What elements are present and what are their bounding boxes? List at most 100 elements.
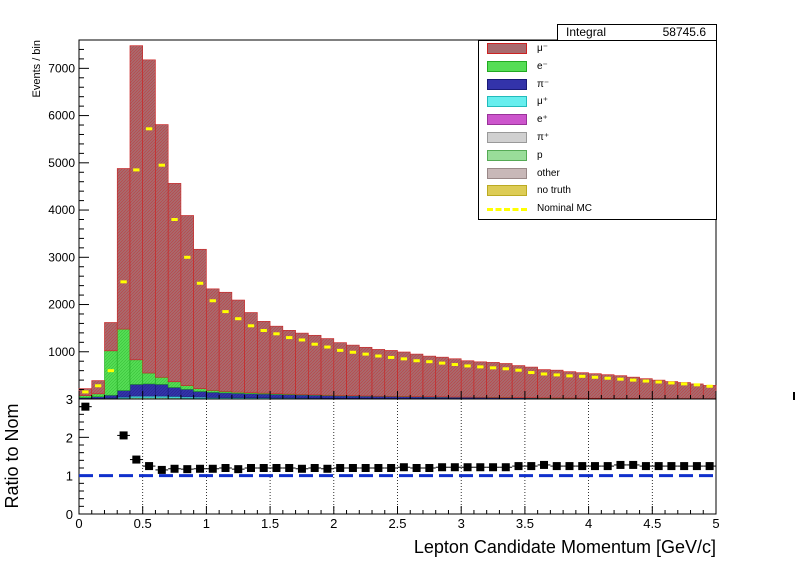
ratio-point <box>234 465 243 474</box>
ratio-x-axis: 0 0.5 1 1.5 2 2.5 3 3.5 4 4.5 5 <box>75 399 720 531</box>
legend-line-swatch <box>487 208 527 212</box>
bar <box>180 215 194 386</box>
integral-label: Integral <box>566 25 607 39</box>
bar <box>167 183 182 383</box>
x-tick-label: 2.5 <box>388 516 406 531</box>
ratio-point <box>361 464 370 472</box>
bar <box>167 381 182 388</box>
legend-item: π⁺ <box>479 130 709 146</box>
bar <box>295 332 309 395</box>
bar <box>155 384 169 397</box>
ratio-point <box>387 464 396 472</box>
y-tick-label: 7000 <box>48 61 75 75</box>
bar <box>231 393 245 398</box>
legend-swatch <box>487 167 527 179</box>
ratio-point <box>336 464 345 472</box>
bar <box>116 328 131 391</box>
ratio-points <box>79 402 716 474</box>
bar <box>244 393 258 399</box>
bar <box>282 394 296 399</box>
ratio-point <box>81 402 90 411</box>
legend-item: π⁻ <box>479 77 709 93</box>
ratio-point <box>196 464 205 473</box>
x-tick-label: 0.5 <box>134 516 152 531</box>
legend-swatch <box>487 43 527 54</box>
ratio-point <box>463 463 472 472</box>
legend-item: Nominal MC <box>479 201 709 217</box>
legend-label: π⁺ <box>537 132 550 143</box>
bar <box>104 322 118 352</box>
ratio-point <box>590 462 599 471</box>
bar <box>231 299 245 393</box>
ratio-point <box>692 462 701 471</box>
legend-item: μ⁺ <box>479 94 709 110</box>
bar <box>142 383 156 397</box>
bar <box>193 391 207 398</box>
legend-label: no truth <box>537 185 571 197</box>
ratio-point <box>157 465 166 474</box>
y-axis-label-ratio: Ratio to Nom <box>2 403 22 508</box>
legend-swatch <box>487 185 527 197</box>
ratio-point <box>603 462 612 471</box>
bar <box>104 394 118 399</box>
bar <box>206 391 220 398</box>
y-tick-label: 1 <box>66 469 73 484</box>
legend-item: e⁻ <box>479 59 709 75</box>
bar <box>155 376 169 385</box>
legend-swatch <box>487 149 527 161</box>
legend-label: Nominal MC <box>537 203 593 215</box>
ratio-plot: 0 0.5 1 1.5 2 2.5 3 3.5 4 4.5 5 0 1 2 3 <box>66 392 795 531</box>
bar <box>129 359 144 385</box>
bar <box>193 388 207 392</box>
ratio-point <box>552 462 561 471</box>
ratio-point <box>310 464 319 472</box>
bar <box>104 350 118 396</box>
bar <box>142 372 156 385</box>
y-tick-label: 6000 <box>48 109 75 123</box>
legend-item: p <box>479 148 709 164</box>
legend-swatch <box>487 96 527 108</box>
bar <box>218 291 233 392</box>
ratio-point <box>680 462 689 471</box>
ratio-point <box>272 464 281 472</box>
bar <box>155 124 169 378</box>
ratio-point <box>399 463 408 472</box>
bar <box>218 392 233 398</box>
ratio-point <box>476 463 485 472</box>
y-tick-label: 0 <box>66 507 73 522</box>
ratio-point <box>425 464 434 472</box>
y-tick-label: 2000 <box>48 298 75 312</box>
x-tick-label: 3.5 <box>516 516 534 531</box>
legend-swatch <box>487 60 527 72</box>
x-tick-label: 1.5 <box>261 516 279 531</box>
ratio-point <box>654 462 663 471</box>
ratio-point <box>374 464 383 472</box>
y-tick-label: 4000 <box>48 203 75 217</box>
ratio-point <box>641 462 650 471</box>
x-tick-label: 4.5 <box>643 516 661 531</box>
bar <box>180 389 194 398</box>
series-nominal-mc <box>82 127 713 394</box>
ratio-point <box>629 460 638 469</box>
legend-swatch <box>487 132 527 143</box>
ratio-point <box>297 464 306 473</box>
bar <box>346 395 360 399</box>
x-tick-label: 0 <box>75 516 82 531</box>
y-tick-label: 5000 <box>48 156 75 170</box>
x-tick-label: 4 <box>585 516 592 531</box>
bar <box>142 59 156 374</box>
ratio-point <box>578 462 587 471</box>
ratio-point <box>132 455 141 464</box>
legend-swatch <box>487 78 527 90</box>
legend-item: μ⁻ <box>479 41 709 57</box>
legend-label: e⁺ <box>537 114 548 126</box>
bar <box>308 394 322 399</box>
legend-label: e⁻ <box>537 60 548 72</box>
legend-item: e⁺ <box>479 112 709 128</box>
bar <box>129 384 144 397</box>
ratio-point <box>348 464 357 472</box>
bar <box>167 387 182 397</box>
legend-swatch <box>487 114 527 126</box>
legend-item: no truth <box>479 183 709 199</box>
y-tick-label: 2 <box>66 430 73 445</box>
